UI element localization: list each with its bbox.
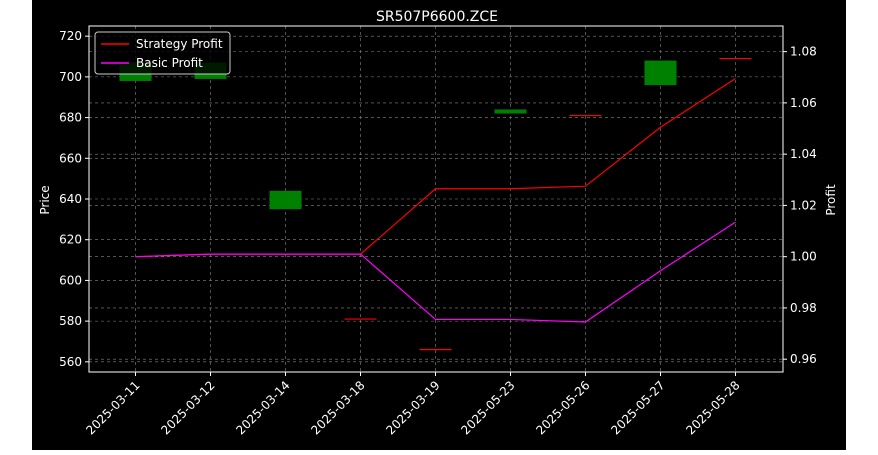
y-tick-label: 620	[59, 233, 82, 247]
price-profit-chart: SR507P6600.ZCE 560 580 600 620 640 660 680 700 7…	[38, 9, 838, 437]
x-tick-label: 2025-05-28	[683, 378, 742, 437]
y-tick-label: 720	[59, 29, 82, 43]
y2-tick-label: 1.06	[790, 96, 817, 110]
line-layer	[135, 78, 736, 323]
candle	[269, 190, 302, 210]
y2-tick-label: 0.98	[790, 301, 817, 315]
y2-tick-label: 1.04	[790, 147, 817, 161]
y-tick-label: 560	[59, 355, 82, 369]
x-tick-label: 2025-05-26	[533, 378, 592, 437]
y-axis-label: Price	[38, 185, 52, 214]
x-tick-label: 2025-03-12	[158, 378, 217, 437]
y-tick-label: 600	[59, 273, 82, 287]
x-tick-label: 2025-05-27	[608, 378, 667, 437]
x-tick-label: 2025-03-19	[383, 378, 442, 437]
y2-axis-label: Profit	[824, 184, 838, 216]
legend-label-strategy: Strategy Profit	[136, 37, 223, 51]
x-tick-label: 2025-03-14	[233, 378, 292, 437]
y2-tick-label: 1.02	[790, 198, 817, 212]
y2-tick-label: 1.00	[790, 250, 817, 264]
y-tick-label: 700	[59, 70, 82, 84]
legend-label-basic: Basic Profit	[136, 56, 203, 70]
x-tick-label: 2025-05-23	[458, 378, 517, 437]
candle	[494, 109, 527, 114]
y-tick-label: 580	[59, 314, 82, 328]
axis-layer: 560 580 600 620 640 660 680 700 720 0.96 0.98 1.00 1…	[59, 29, 817, 437]
legend: Strategy Profit Basic Profit	[94, 31, 231, 75]
y-tick-label: 660	[59, 151, 82, 165]
x-tick-label: 2025-03-11	[83, 378, 142, 437]
grid-layer	[89, 26, 783, 372]
chart-title: SR507P6600.ZCE	[376, 9, 498, 25]
y-tick-label: 640	[59, 192, 82, 206]
candle-layer	[119, 57, 752, 351]
candle	[644, 60, 677, 86]
y2-tick-label: 0.96	[790, 352, 817, 366]
x-tick-label: 2025-03-18	[308, 378, 367, 437]
basic-profit-line	[135, 221, 736, 323]
y2-tick-label: 1.08	[790, 45, 817, 59]
y-tick-label: 680	[59, 111, 82, 125]
chart-figure: SR507P6600.ZCE 560 580 600 620 640 660 680 700 7…	[32, 0, 846, 450]
